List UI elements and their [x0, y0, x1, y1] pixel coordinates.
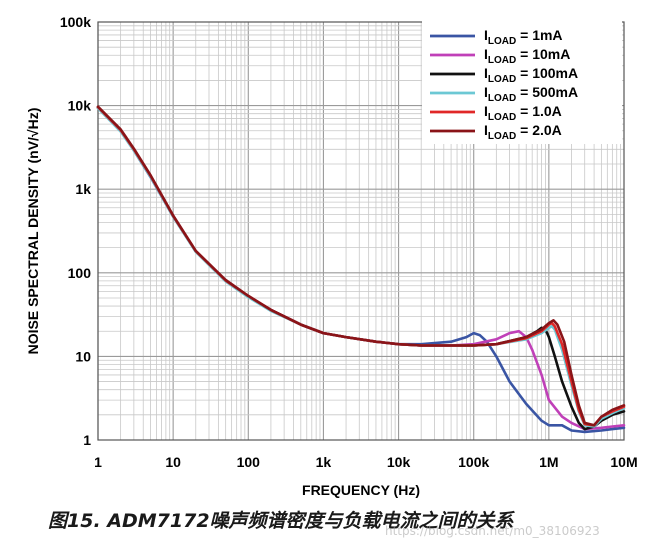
- x-tick-label: 10k: [387, 454, 411, 470]
- x-tick-label: 1k: [316, 454, 332, 470]
- x-tick-label: 100: [237, 454, 261, 470]
- plot-frame: [97, 21, 625, 441]
- y-tick-label: 1k: [75, 181, 91, 197]
- tick-labels: 1 10 100 1k 10k 100k 1M 10M 1 10 100 1k 10k 100k: [60, 14, 638, 470]
- figure-number: 图15.: [48, 510, 101, 532]
- y-tick-label: 1: [83, 432, 91, 448]
- legend-label: ILOAD = 10mA: [484, 46, 570, 66]
- figure-caption: 图15. ADM7172噪声频谱密度与负载电流之间的关系: [48, 506, 648, 533]
- legend-label: ILOAD = 1mA: [484, 27, 563, 47]
- x-tick-label: 1M: [539, 454, 558, 470]
- x-tick-label: 1: [94, 454, 102, 470]
- x-axis-title: FREQUENCY (Hz): [302, 482, 420, 498]
- series-line: [96, 105, 626, 427]
- x-tick-label: 100k: [458, 454, 489, 470]
- y-tick-label: 10: [75, 348, 91, 364]
- y-tick-label: 10k: [68, 98, 92, 114]
- legend-label: ILOAD = 1.0A: [484, 103, 562, 123]
- legend-background: [422, 18, 622, 144]
- figure-caption-text: ADM7172噪声频谱密度与负载电流之间的关系: [100, 510, 514, 532]
- y-axis-title: NOISE SPECTRAL DENSITY (nV/√Hz): [25, 108, 41, 355]
- legend-label: ILOAD = 100mA: [484, 65, 578, 85]
- series-lines: [96, 105, 626, 434]
- noise-density-chart: 1 10 100 1k 10k 100k 1M 10M 1 10 100 1k 10k 100k FREQ…: [25, 14, 638, 498]
- y-tick-label: 100k: [60, 14, 91, 30]
- y-tick-label: 100: [68, 265, 92, 281]
- legend-label: ILOAD = 2.0A: [484, 122, 562, 142]
- x-tick-label: 10M: [610, 454, 637, 470]
- watermark-url: https://blog.csdn.net/m0_38106923: [385, 524, 600, 538]
- x-tick-label: 10: [165, 454, 181, 470]
- legend-label: ILOAD = 500mA: [484, 84, 578, 104]
